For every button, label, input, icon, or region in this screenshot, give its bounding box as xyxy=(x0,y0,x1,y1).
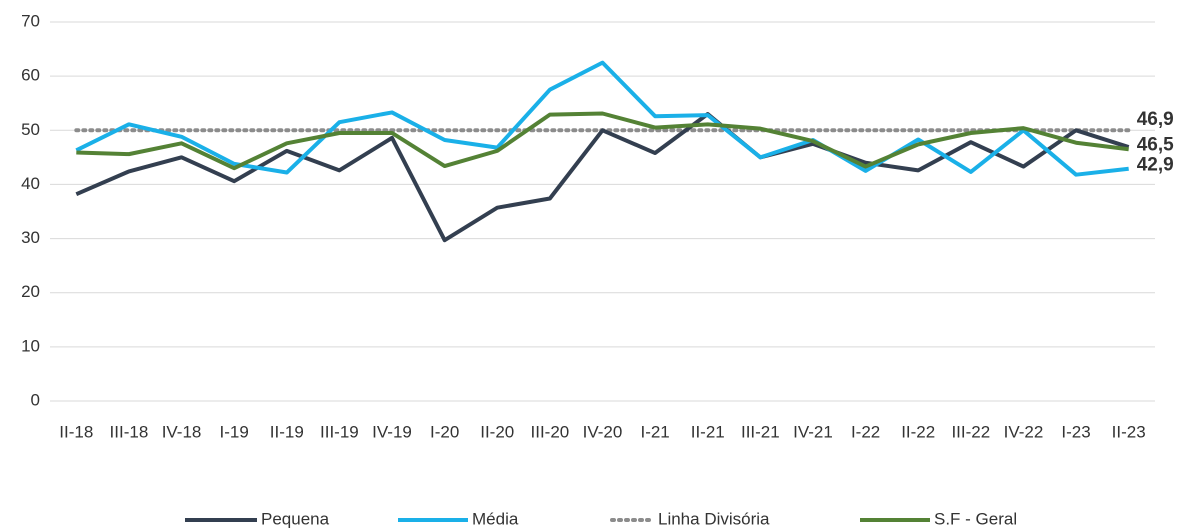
x-tick-label: IV-18 xyxy=(162,422,202,441)
x-tick-label: II-21 xyxy=(691,422,725,441)
end-label: 46,9 xyxy=(1137,109,1174,130)
line-series xyxy=(75,60,1129,177)
y-tick-label: 50 xyxy=(21,120,40,139)
y-tick-label: 30 xyxy=(21,228,40,247)
legend-label: Pequena xyxy=(261,509,330,528)
y-tick-label: 20 xyxy=(21,282,40,301)
x-tick-label: IV-22 xyxy=(1004,422,1044,441)
y-tick-label: 10 xyxy=(21,336,40,355)
x-tick-label: II-18 xyxy=(59,422,93,441)
x-tick-label: IV-21 xyxy=(793,422,833,441)
x-tick-label: IV-20 xyxy=(583,422,623,441)
line-series xyxy=(76,111,1129,171)
y-tick-label: 60 xyxy=(21,66,40,85)
x-tick-label: I-19 xyxy=(220,422,249,441)
legend-label: Média xyxy=(472,509,519,528)
legend-label: S.F - Geral xyxy=(934,509,1017,528)
end-label: 42,9 xyxy=(1137,155,1174,176)
x-tick-label: II-20 xyxy=(480,422,514,441)
y-tick-label: 40 xyxy=(21,174,40,193)
y-tick-label: 0 xyxy=(31,390,40,409)
x-tick-label: III-22 xyxy=(951,422,990,441)
line-series xyxy=(75,112,1130,243)
x-tick-label: II-19 xyxy=(270,422,304,441)
x-tick-label: II-22 xyxy=(901,422,935,441)
x-tick-label: III-21 xyxy=(741,422,780,441)
x-tick-label: III-20 xyxy=(531,422,570,441)
x-tick-label: I-21 xyxy=(640,422,669,441)
y-tick-label: 70 xyxy=(21,11,40,30)
legend-label: Linha Divisória xyxy=(658,509,770,528)
x-tick-label: III-18 xyxy=(110,422,149,441)
x-tick-label: I-23 xyxy=(1061,422,1090,441)
x-tick-label: III-19 xyxy=(320,422,359,441)
x-tick-label: I-22 xyxy=(851,422,880,441)
x-tick-label: I-20 xyxy=(430,422,459,441)
end-label: 46,5 xyxy=(1137,134,1174,155)
x-tick-label: IV-19 xyxy=(372,422,412,441)
x-tick-label: II-23 xyxy=(1112,422,1146,441)
